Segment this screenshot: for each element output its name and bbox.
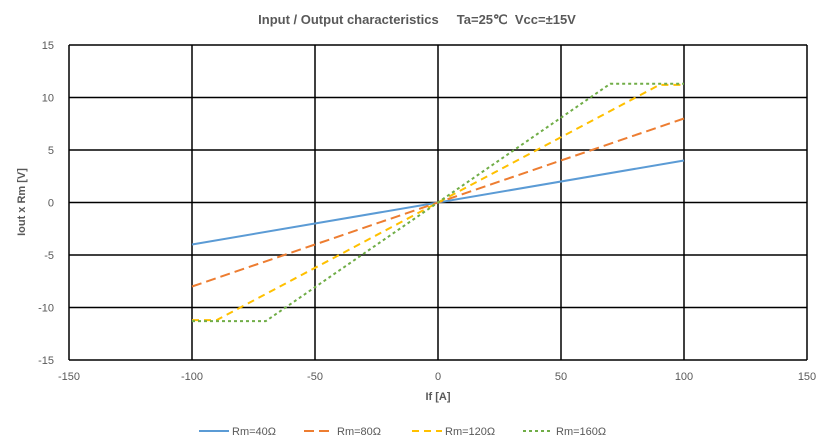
- legend-label-1: Rm=80Ω: [337, 426, 381, 438]
- chart-title: Input / Output characteristics Ta=25℃ Vc…: [258, 12, 576, 27]
- x-tick-label-0: -150: [58, 371, 80, 383]
- legend-label-0: Rm=40Ω: [232, 426, 276, 438]
- y-tick-label-1: -10: [38, 303, 54, 315]
- x-tick-label-4: 50: [555, 371, 567, 383]
- plot-grid: [68, 44, 808, 361]
- plot-series: [191, 82, 685, 323]
- y-tick-label-6: 15: [42, 40, 54, 52]
- x-tick-label-3: 0: [435, 371, 441, 383]
- x-axis-label: If [A]: [425, 391, 450, 403]
- y-tick-label-2: -5: [44, 250, 54, 262]
- y-tick-label-3: 0: [48, 198, 54, 210]
- x-tick-label-2: -50: [307, 371, 323, 383]
- y-tick-label-4: 5: [48, 145, 54, 157]
- legend-label-3: Rm=160Ω: [556, 426, 606, 438]
- series-line-3: [192, 82, 684, 323]
- y-axis-label: Iout x Rm [V]: [16, 168, 28, 236]
- legend: Rm=40Ω Rm=80Ω Rm=120Ω Rm=160Ω: [199, 426, 606, 438]
- y-tick-label-5: 10: [42, 93, 54, 105]
- y-tick-label-0: -15: [38, 355, 54, 367]
- x-tick-label-5: 100: [675, 371, 693, 383]
- x-tick-label-1: -100: [181, 371, 203, 383]
- legend-label-2: Rm=120Ω: [445, 426, 495, 438]
- x-tick-label-6: 150: [798, 371, 816, 383]
